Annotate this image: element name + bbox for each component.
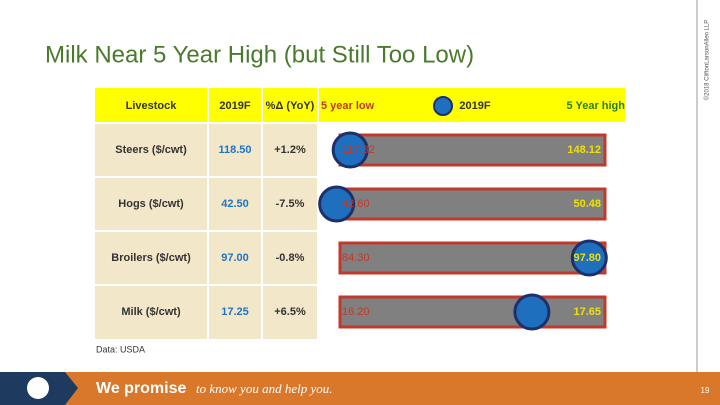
- forecast-marker: [331, 131, 369, 169]
- column-header: 2019F: [459, 100, 490, 112]
- footer-band: [0, 372, 720, 405]
- column-header: 2019F: [219, 100, 250, 112]
- forecast: 118.50: [218, 144, 251, 156]
- range-bar: [338, 241, 607, 275]
- row-label: Hogs ($/cwt): [118, 198, 184, 210]
- change: -0.8%: [276, 252, 305, 264]
- forecast-marker: [318, 185, 356, 223]
- column-header: 5 year low: [321, 100, 375, 112]
- forecast-marker: [570, 239, 608, 277]
- low-value: 84.30: [342, 252, 370, 264]
- title: Milk Near 5 Year High (but Still Too Low…: [45, 41, 474, 68]
- change: +6.5%: [274, 306, 306, 318]
- logo: [27, 377, 49, 399]
- high-value: 97.80: [573, 252, 601, 264]
- range-bar: [338, 295, 607, 329]
- low-value: 42.60: [342, 198, 370, 210]
- source: Data: USDA: [96, 344, 145, 354]
- high-value: 50.48: [573, 198, 601, 210]
- low-value: 117.32: [342, 144, 375, 156]
- row-label: Steers ($/cwt): [115, 144, 187, 156]
- promise: We promise: [96, 380, 187, 397]
- range-bar: [338, 187, 607, 221]
- change: +1.2%: [274, 144, 306, 156]
- column-header: %Δ (YoY): [266, 100, 315, 112]
- row-label: Milk ($/cwt): [121, 306, 181, 318]
- copyright: ©2018 CliftonLarsonAllen LLP: [704, 20, 711, 100]
- high-value: 148.12: [567, 144, 601, 156]
- column-header: 5 Year high: [567, 100, 626, 112]
- range-bar: [338, 133, 607, 167]
- page-number: 19: [701, 386, 710, 395]
- legend-dot: [433, 96, 453, 116]
- change: -7.5%: [276, 198, 305, 210]
- header-row: [95, 88, 625, 123]
- low-value: 16.20: [342, 306, 370, 318]
- high-value: 17.65: [573, 306, 601, 318]
- row-label: Broilers ($/cwt): [111, 252, 191, 264]
- forecast-marker: [513, 293, 551, 331]
- column-header: Livestock: [126, 100, 178, 112]
- forecast: 42.50: [221, 198, 249, 210]
- tagline: to know you and help you.: [196, 381, 332, 396]
- forecast: 97.00: [221, 252, 249, 264]
- forecast: 17.25: [221, 306, 249, 318]
